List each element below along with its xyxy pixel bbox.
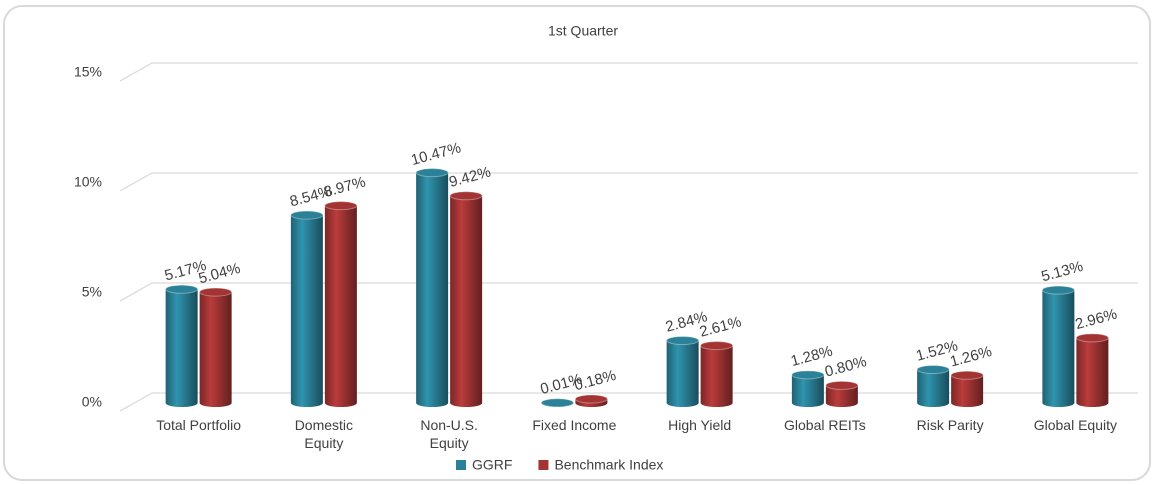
grid-line: [119, 62, 1138, 82]
bar-top: [540, 398, 574, 408]
y-tick-label: 10%: [74, 174, 102, 190]
grid-line: [119, 282, 1138, 302]
x-tick-label: Total Portfolio: [156, 417, 242, 433]
bar-top: [199, 287, 233, 297]
legend-label: Benchmark Index: [554, 457, 663, 473]
legend-swatch: [456, 460, 466, 470]
bar: [165, 285, 198, 407]
bar: [666, 336, 699, 407]
chart-frame: [3, 5, 1151, 481]
bar-top: [825, 380, 859, 390]
bar: [1076, 333, 1109, 407]
legend-swatch: [538, 460, 549, 470]
bar-top: [449, 191, 483, 201]
bar-top: [165, 284, 199, 294]
bar-top: [791, 370, 825, 380]
bar-top: [950, 370, 984, 380]
x-tick-label: Non-U.S. Equity: [420, 417, 478, 451]
bar-top: [916, 365, 950, 375]
grid-line: [119, 172, 1138, 192]
bar-top: [1075, 333, 1109, 343]
x-tick-label: Global REITs: [784, 417, 866, 433]
bar-top: [1041, 285, 1075, 295]
bar-top: [324, 201, 358, 211]
y-tick-label: 5%: [82, 284, 102, 300]
x-tick-label: Global Equity: [1033, 417, 1118, 433]
bar-top: [415, 168, 449, 178]
legend-label: GGRF: [472, 457, 512, 473]
bar: [199, 288, 232, 407]
bar: [917, 365, 950, 407]
x-tick-label: Risk Parity: [916, 417, 984, 433]
y-tick-label: 0%: [82, 394, 102, 410]
bar: [416, 168, 449, 407]
bar-top: [666, 336, 700, 346]
bar: [290, 211, 323, 407]
bar: [324, 201, 357, 407]
bar-top: [700, 341, 734, 351]
bar: [951, 371, 984, 407]
bar: [450, 191, 483, 407]
bar: [700, 341, 733, 407]
chart-title: 1st Quarter: [548, 23, 618, 39]
x-tick-label: Domestic Equity: [294, 417, 354, 451]
bar-top: [574, 394, 608, 404]
bar: [1042, 286, 1075, 407]
x-tick-label: Fixed Income: [532, 417, 617, 433]
y-tick-label: 15%: [74, 64, 102, 80]
bar: [791, 370, 824, 407]
x-tick-label: High Yield: [668, 417, 732, 433]
bar-top: [290, 210, 324, 220]
